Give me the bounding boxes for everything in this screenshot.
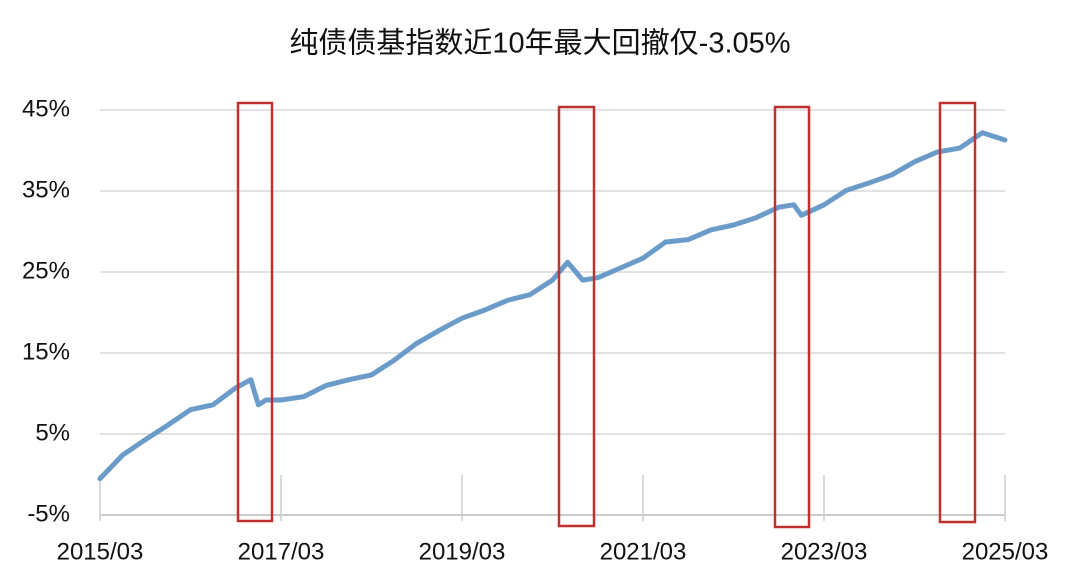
y-tick-label: 15%: [22, 338, 70, 365]
x-tick-label: 2015/03: [57, 538, 144, 565]
y-tick-label: 25%: [22, 257, 70, 284]
x-tick-label: 2017/03: [238, 538, 325, 565]
highlight-box: [938, 101, 977, 524]
highlight-box: [557, 105, 596, 528]
y-tick-label: -5%: [27, 500, 70, 527]
x-tick-label: 2025/03: [962, 538, 1049, 565]
y-tick-label: 45%: [22, 95, 70, 122]
grid: -5% 5% 15% 25% 35% 45% 2015/03 2017/03 2019/03 20…: [22, 95, 1048, 565]
chart-title: 纯债债基指数近10年最大回撤仅-3.05%: [289, 27, 790, 60]
highlight-box: [773, 105, 811, 529]
highlight-box: [236, 101, 274, 523]
x-tick-label: 2021/03: [600, 538, 687, 565]
y-tick-label: 35%: [22, 176, 70, 203]
x-tick-label: 2023/03: [781, 538, 868, 565]
highlight-boxes: [236, 101, 977, 529]
series-line: [97, 130, 1008, 482]
x-tick-label: 2019/03: [419, 538, 506, 565]
plot: [97, 130, 1008, 482]
y-tick-label: 5%: [35, 419, 70, 446]
